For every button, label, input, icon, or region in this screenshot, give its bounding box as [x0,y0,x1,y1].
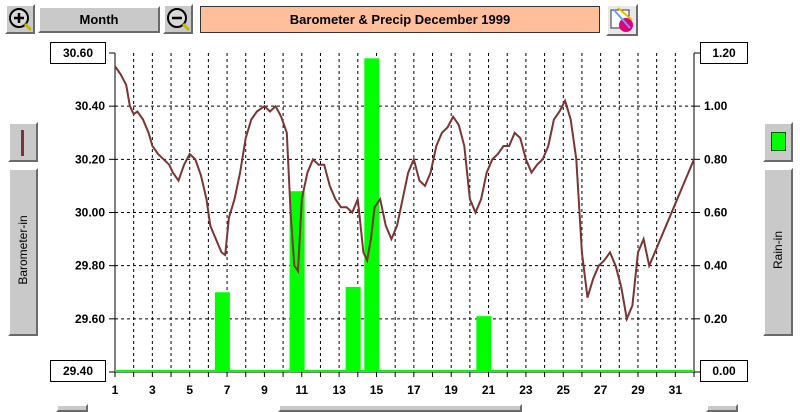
y-right-tick-label: 0.20 [704,312,728,326]
zoom-in-icon [9,8,33,32]
y-left-tick-label: 29.80 [75,259,105,273]
period-label: Month [79,12,119,27]
scroll-thumb[interactable] [278,404,522,412]
barometer-series-toggle[interactable] [8,122,38,162]
x-tick-label: 25 [557,383,571,397]
rain-axis-min: 0.00 [700,360,748,382]
rain-bar [345,286,361,372]
y-right-tick-label: 0.80 [704,152,728,166]
zoom-in-button[interactable] [5,4,35,34]
y-right-tick-label: 1.00 [704,99,728,113]
x-tick-label: 1 [112,383,119,397]
barometer-axis-button[interactable]: Barometer-in [8,168,38,336]
rain-series-toggle[interactable] [763,122,793,162]
chart-title: Barometer & Precip December 1999 [200,6,600,33]
rain-bar [364,58,380,373]
rain-swatch [771,132,786,151]
barometer-swatch [21,130,24,156]
period-month-button[interactable]: Month [38,6,160,33]
y-left-tick-label: 30.00 [75,206,105,220]
y-left-tick-label: 29.60 [75,312,105,326]
baro-axis-min: 29.40 [50,360,106,382]
options-button[interactable] [606,4,638,36]
x-tick-label: 15 [370,383,384,397]
x-tick-label: 5 [186,383,193,397]
x-tick-label: 3 [149,383,156,397]
x-tick-label: 17 [407,383,421,397]
x-tick-label: 13 [332,383,346,397]
x-tick-label: 21 [482,383,496,397]
rain-axis-button[interactable]: Rain-in [763,168,793,336]
rain-bar [476,316,492,372]
rain-axis-max: 1.20 [700,42,748,64]
x-tick-label: 9 [261,383,268,397]
scroll-left-button[interactable] [56,404,88,412]
paint-tool-icon [610,7,633,32]
y-right-tick-label: 0.40 [704,259,728,273]
y-left-tick-label: 30.40 [75,99,105,113]
x-tick-label: 11 [295,383,308,397]
scroll-right-button[interactable] [706,404,738,412]
x-tick-label: 31 [669,383,683,397]
y-right-tick-label: 0.60 [704,206,728,220]
x-tick-label: 27 [594,383,608,397]
rain-bar [289,191,305,372]
rain-bar [214,292,230,372]
baro-axis-max: 30.60 [50,42,106,64]
x-tick-label: 23 [519,383,533,397]
x-tick-label: 19 [445,383,459,397]
barometer-line [114,65,695,323]
x-tick-label: 29 [631,383,645,397]
y-left-tick-label: 30.20 [75,152,105,166]
zoom-out-icon [167,8,191,32]
rain-axis-label: Rain-in [771,230,785,270]
x-tick-label: 7 [224,383,231,397]
zoom-out-button[interactable] [163,4,193,34]
barometer-axis-label: Barometer-in [16,215,30,285]
